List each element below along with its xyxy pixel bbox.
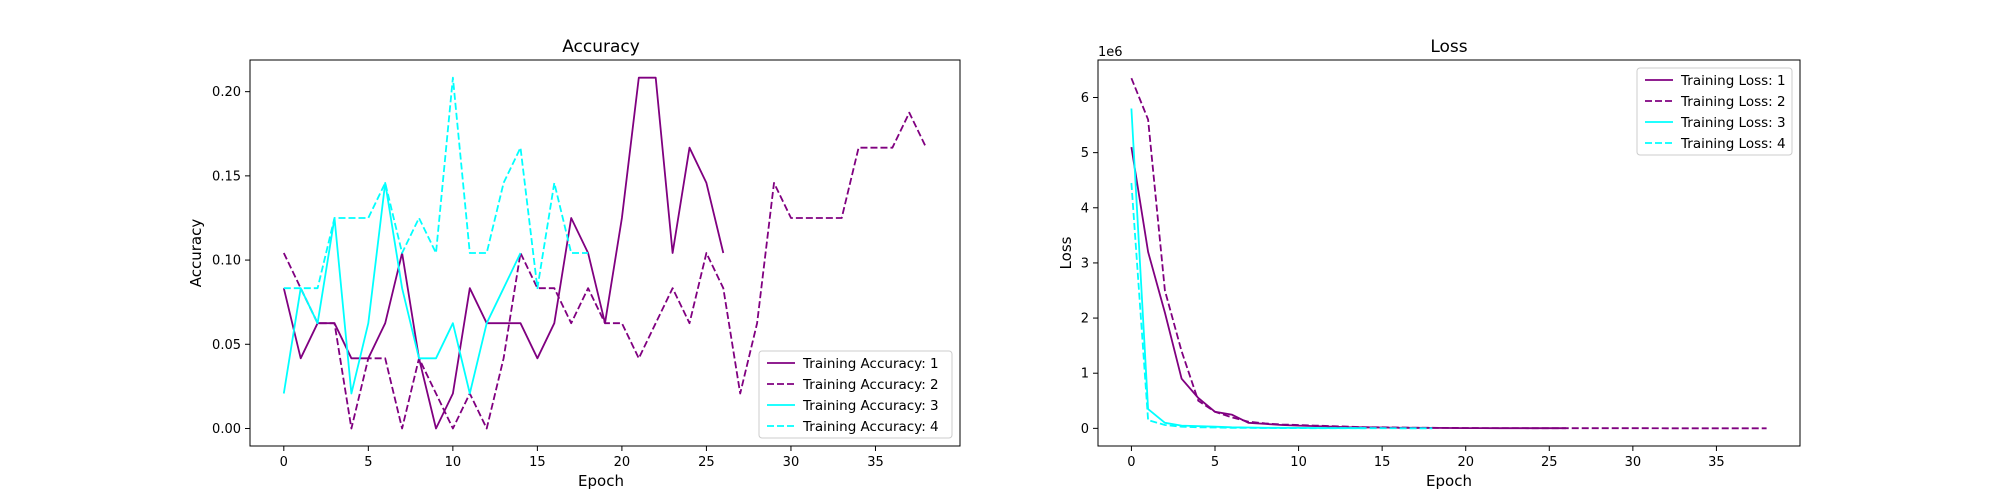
loss-x-tick-label: 15	[1374, 455, 1391, 470]
accuracy-x-tick-label: 10	[445, 455, 462, 470]
accuracy-x-tick-label: 25	[698, 455, 715, 470]
loss-x-tick-label: 20	[1457, 455, 1474, 470]
accuracy-x-tick-label: 15	[529, 455, 546, 470]
accuracy-legend-label-4: Training Accuracy: 4	[802, 419, 939, 435]
loss-x-tick-label: 30	[1625, 455, 1642, 470]
loss-y-tick-label: 1	[1081, 367, 1089, 382]
loss-y-tick-label: 6	[1081, 91, 1089, 106]
accuracy-axes-frame	[249, 59, 961, 447]
accuracy-x-tick-label: 5	[364, 455, 372, 470]
accuracy-x-axis-label: Epoch	[578, 472, 624, 490]
accuracy-plot-area: 0 5 10 15 20 25 30 35 0.00 0.05 0.10 0.15 0.20	[212, 59, 961, 470]
accuracy-legend: Training Accuracy: 1 Training Accuracy: 2…	[758, 350, 953, 439]
accuracy-x-tick-label: 30	[783, 455, 800, 470]
accuracy-x-tick-label: 0	[280, 455, 288, 470]
accuracy-legend-label-1: Training Accuracy: 1	[802, 356, 939, 372]
accuracy-y-axis-label: Accuracy	[187, 219, 205, 288]
loss-x-axis-label: Epoch	[1426, 472, 1472, 490]
accuracy-subplot: Accuracy Epoch Accuracy 0 5 10 15 20 25 30 35 0.…	[187, 37, 961, 490]
loss-y-tick-label: 0	[1081, 422, 1089, 437]
loss-x-tick-label: 10	[1290, 455, 1307, 470]
loss-x-tick-label: 5	[1211, 455, 1219, 470]
loss-axes-frame	[1097, 59, 1801, 447]
accuracy-x-tick-label: 20	[614, 455, 631, 470]
loss-legend-label-1: Training Loss: 1	[1680, 73, 1786, 89]
accuracy-legend-box	[758, 350, 953, 439]
loss-x-tick-label: 0	[1127, 455, 1135, 470]
loss-plot-area: 0 5 10 15 20 25 30 35 0 1 2 3 4 5 6	[1081, 59, 1801, 470]
accuracy-series-line-2	[282, 111, 928, 430]
loss-y-axis-label: Loss	[1057, 236, 1075, 269]
loss-y-tick-label: 4	[1081, 201, 1089, 216]
accuracy-x-tick-label: 35	[867, 455, 884, 470]
loss-series-line-4	[1130, 182, 1433, 430]
loss-x-tick-label: 35	[1708, 455, 1725, 470]
loss-y-offset-label: 1e6	[1098, 45, 1123, 60]
accuracy-series-line-3	[282, 181, 522, 395]
accuracy-series-line-1	[282, 76, 725, 430]
accuracy-legend-label-3: Training Accuracy: 3	[802, 398, 939, 414]
loss-y-tick-label: 2	[1081, 312, 1089, 327]
accuracy-plot-title: Accuracy	[562, 37, 640, 57]
loss-y-tick-label: 5	[1081, 146, 1089, 161]
loss-legend-box	[1636, 67, 1793, 156]
loss-x-tick-label: 25	[1541, 455, 1558, 470]
accuracy-y-tick-label: 0.20	[212, 85, 241, 100]
loss-plot-title: Loss	[1430, 37, 1467, 57]
loss-legend-label-3: Training Loss: 3	[1680, 115, 1786, 131]
loss-y-tick-label: 3	[1081, 256, 1089, 271]
accuracy-legend-label-2: Training Accuracy: 2	[802, 377, 939, 393]
loss-subplot: Loss Epoch Loss 1e6 0 5 10 15 20 25 30 35 0 1 2 3 4 5…	[1057, 37, 1801, 490]
loss-legend-label-4: Training Loss: 4	[1680, 136, 1786, 152]
loss-legend: Training Loss: 1 Training Loss: 2 Training…	[1636, 67, 1793, 156]
accuracy-y-tick-label: 0.10	[212, 254, 241, 269]
loss-series-line-2	[1130, 77, 1767, 430]
accuracy-series-line-4	[283, 76, 589, 290]
accuracy-y-tick-label: 0.00	[212, 422, 241, 437]
loss-legend-label-2: Training Loss: 2	[1680, 94, 1786, 110]
accuracy-y-tick-label: 0.05	[212, 338, 241, 353]
accuracy-y-tick-label: 0.15	[212, 169, 241, 184]
